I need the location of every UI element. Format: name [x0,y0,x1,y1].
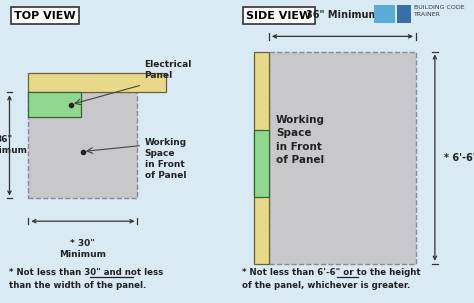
Bar [28,92,81,117]
Bar [374,5,394,23]
Text: * Not less than 6'-6" or to the height
of the panel, whichever is greater.: * Not less than 6'-6" or to the height o… [242,268,420,290]
Bar [397,5,411,23]
Text: Working
Space
in Front
of Panel: Working Space in Front of Panel [145,138,187,180]
Bar [28,92,137,198]
Bar [254,130,269,197]
Bar [269,52,416,264]
Text: Electrical
Panel: Electrical Panel [145,60,192,80]
Text: TOP VIEW: TOP VIEW [14,11,76,21]
Bar [254,52,269,264]
Text: Working
Space
in Front
of Panel: Working Space in Front of Panel [276,115,325,165]
Text: SIDE VIEW: SIDE VIEW [246,11,312,21]
Text: 36" Minimum: 36" Minimum [306,10,379,20]
Text: 36"
Minimum: 36" Minimum [0,135,27,155]
Text: BUILDING CODE
TRAINER: BUILDING CODE TRAINER [413,5,464,17]
Bar [28,73,166,92]
Text: * 6'-6": * 6'-6" [444,152,474,163]
Text: * Not less than 30" and not less
than the width of the panel.: * Not less than 30" and not less than th… [9,268,164,290]
Text: * 30"
Minimum: * 30" Minimum [59,239,107,259]
